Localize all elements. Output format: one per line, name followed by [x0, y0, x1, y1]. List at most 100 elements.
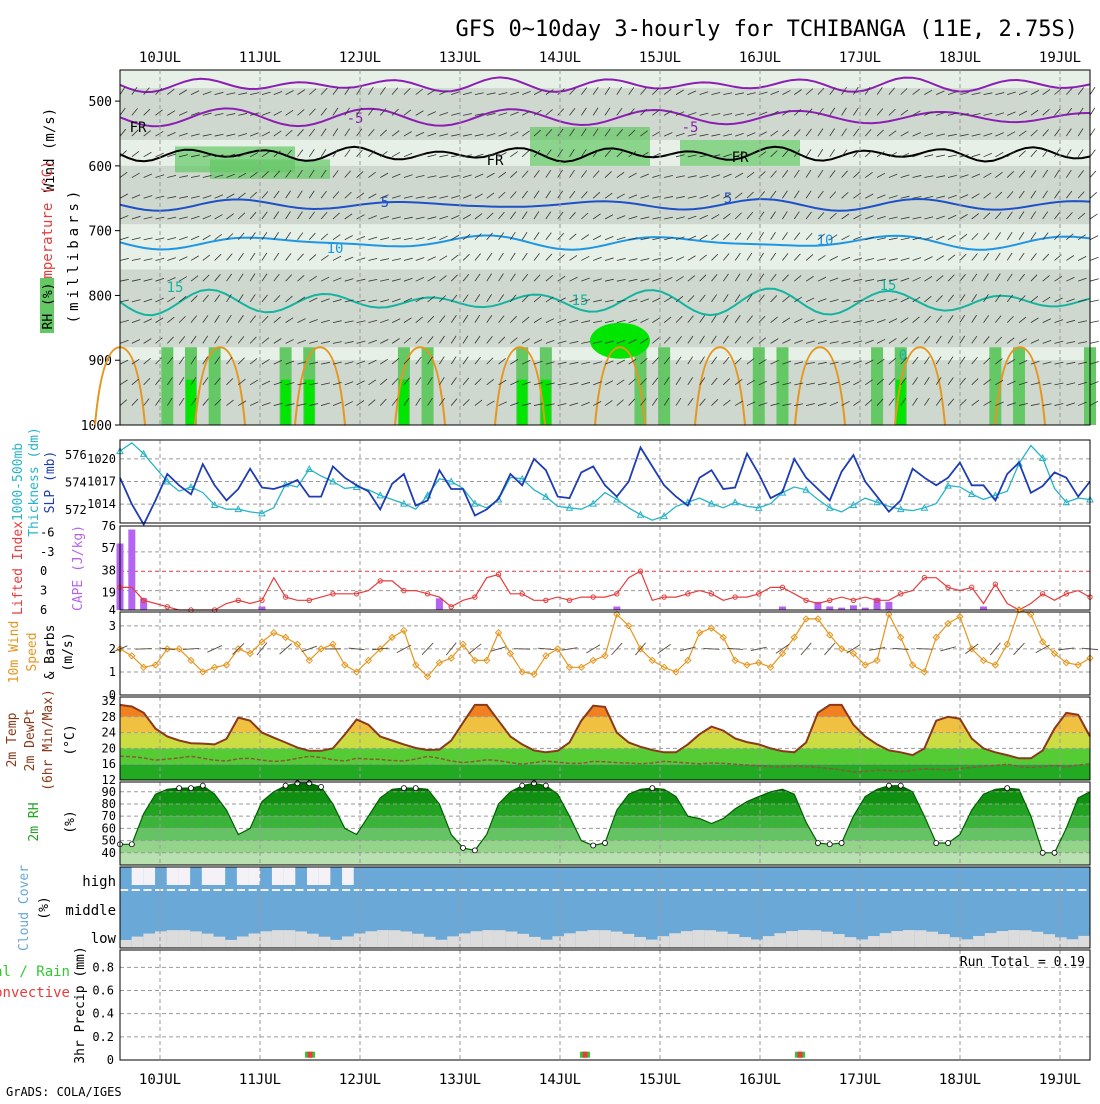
wind-barb: [1090, 214, 1097, 219]
cloud-mid-gap: [821, 889, 829, 891]
cloud-mid-gap: [728, 889, 736, 891]
cloud-mid-gap: [389, 889, 397, 891]
cloud-mid-gap: [587, 889, 595, 891]
cloud-low-fill: [681, 931, 693, 948]
cloud-low-fill: [739, 937, 751, 948]
rh2m-unit: (%): [63, 810, 78, 833]
cloud-mid-gap: [774, 889, 782, 891]
wind-tick-label: 1: [109, 665, 116, 679]
temp-contour-label: -5: [347, 111, 364, 127]
cloud-low-fill: [926, 932, 938, 948]
precip-tick-label: 0.8: [92, 960, 114, 974]
rh-tick-label: 90: [102, 785, 116, 799]
cloud-mid-gap: [985, 889, 993, 891]
cloud-mid-gap: [926, 889, 934, 891]
cloud-low-fill: [938, 934, 950, 948]
precip-ylabel: 3hr Precip (mm): [73, 946, 88, 1063]
rh-bright-column: [186, 380, 196, 425]
rh-marker: [472, 848, 477, 853]
cloud-low-fill: [132, 937, 144, 948]
wind-label-2: Speed: [25, 632, 40, 671]
cloud-low-fill: [1008, 930, 1020, 948]
rh-marker: [886, 783, 891, 788]
cape-label: CAPE (J/kg): [71, 525, 86, 611]
cloud-low-fill: [213, 937, 225, 948]
rh-bright-column: [281, 380, 291, 425]
cloud-low-fill: [190, 931, 202, 948]
cape-bar: [436, 598, 443, 610]
li-tick-label: 6: [40, 603, 47, 617]
temp-contour-label: 5: [724, 191, 732, 207]
cloud-low-fill: [623, 934, 635, 948]
rh-marker: [200, 783, 205, 788]
cloud-low-fill: [342, 936, 354, 948]
wind-barb: [1090, 108, 1095, 116]
cloud-low-fill: [307, 934, 319, 948]
rh-green-patch: [210, 159, 330, 178]
rh-green-column: [1013, 347, 1025, 425]
rh-marker: [1040, 850, 1045, 855]
wind-barb: [1090, 171, 1096, 178]
bottom-date-label: 17JUL: [839, 1072, 881, 1088]
cloud-label-1: Cloud Cover: [17, 865, 32, 951]
thickness-tick-label: 572: [65, 503, 87, 517]
top-date-label: 15JUL: [639, 50, 681, 66]
cloud-low-fill: [774, 933, 786, 948]
rh-marker: [295, 781, 300, 786]
pressure-tick-label: 700: [89, 225, 112, 240]
cloud-high-fill: [284, 867, 296, 885]
cloud-mid-gap: [412, 889, 420, 891]
wind-tick-label: 3: [109, 619, 116, 633]
cloud-low-fill: [365, 931, 377, 948]
cape-bar: [850, 605, 857, 610]
cape-bar: [885, 602, 892, 610]
rh-marker: [946, 841, 951, 846]
cloud-low-fill: [856, 939, 868, 948]
cloud-mid-gap: [810, 889, 818, 891]
cloud-mid-gap: [132, 889, 140, 891]
cloud-low-fill: [1032, 932, 1044, 948]
precip-tick-label: 0.6: [92, 984, 114, 998]
rh-bright-patch: [590, 323, 650, 359]
cloud-high-fill: [178, 867, 190, 885]
li-tick-label: -3: [40, 545, 54, 559]
temp-label-1: 2m Temp: [5, 712, 20, 767]
slp-tick-label: 1020: [87, 452, 116, 466]
bottom-date-label: 14JUL: [539, 1072, 581, 1088]
cloud-mid-gap: [973, 889, 981, 891]
cloud-mid-gap: [178, 889, 186, 891]
top-date-label: 12JUL: [339, 50, 381, 66]
wind-barb: [1090, 236, 1098, 240]
cloud-mid-gap: [471, 889, 479, 891]
top-date-label: 10JUL: [139, 50, 181, 66]
cloud-level-label: high: [82, 874, 116, 890]
cloud-high-fill: [132, 867, 144, 885]
cloud-high-fill: [167, 867, 179, 885]
cloud-mid-gap: [564, 889, 572, 891]
precip-legend-total: Total / Rain: [0, 964, 70, 980]
precip-tick-label: 0.2: [92, 1030, 114, 1044]
cloud-mid-gap: [295, 889, 303, 891]
temp-tick-label: 16: [102, 757, 116, 771]
bottom-date-label: 19JUL: [1039, 1072, 1081, 1088]
rh-bright-column: [304, 380, 314, 425]
temp-contour-label: FR: [130, 120, 147, 136]
cloud-low-fill: [961, 939, 973, 948]
cloud-mid-gap: [961, 889, 969, 891]
cloud-mid-gap: [1055, 889, 1063, 891]
temp-contour-label: 10: [327, 241, 344, 257]
cloud-level-label: middle: [65, 903, 116, 919]
cloud-low-fill: [178, 930, 190, 948]
cloud-low-fill: [202, 934, 214, 948]
cloud-mid-gap: [1078, 889, 1086, 891]
upper-temp-label: Temperature (°C): [40, 161, 56, 296]
li-label: Lifted Index: [11, 521, 26, 615]
cloud-level-label: low: [91, 931, 117, 947]
rh-marker: [650, 786, 655, 791]
rh-marker: [319, 784, 324, 789]
cloud-mid-gap: [693, 889, 701, 891]
cloud-low-fill: [471, 931, 483, 948]
wind-label-4: (m/s): [61, 632, 76, 671]
cloud-mid-gap: [903, 889, 911, 891]
cloud-low-fill: [704, 930, 716, 948]
